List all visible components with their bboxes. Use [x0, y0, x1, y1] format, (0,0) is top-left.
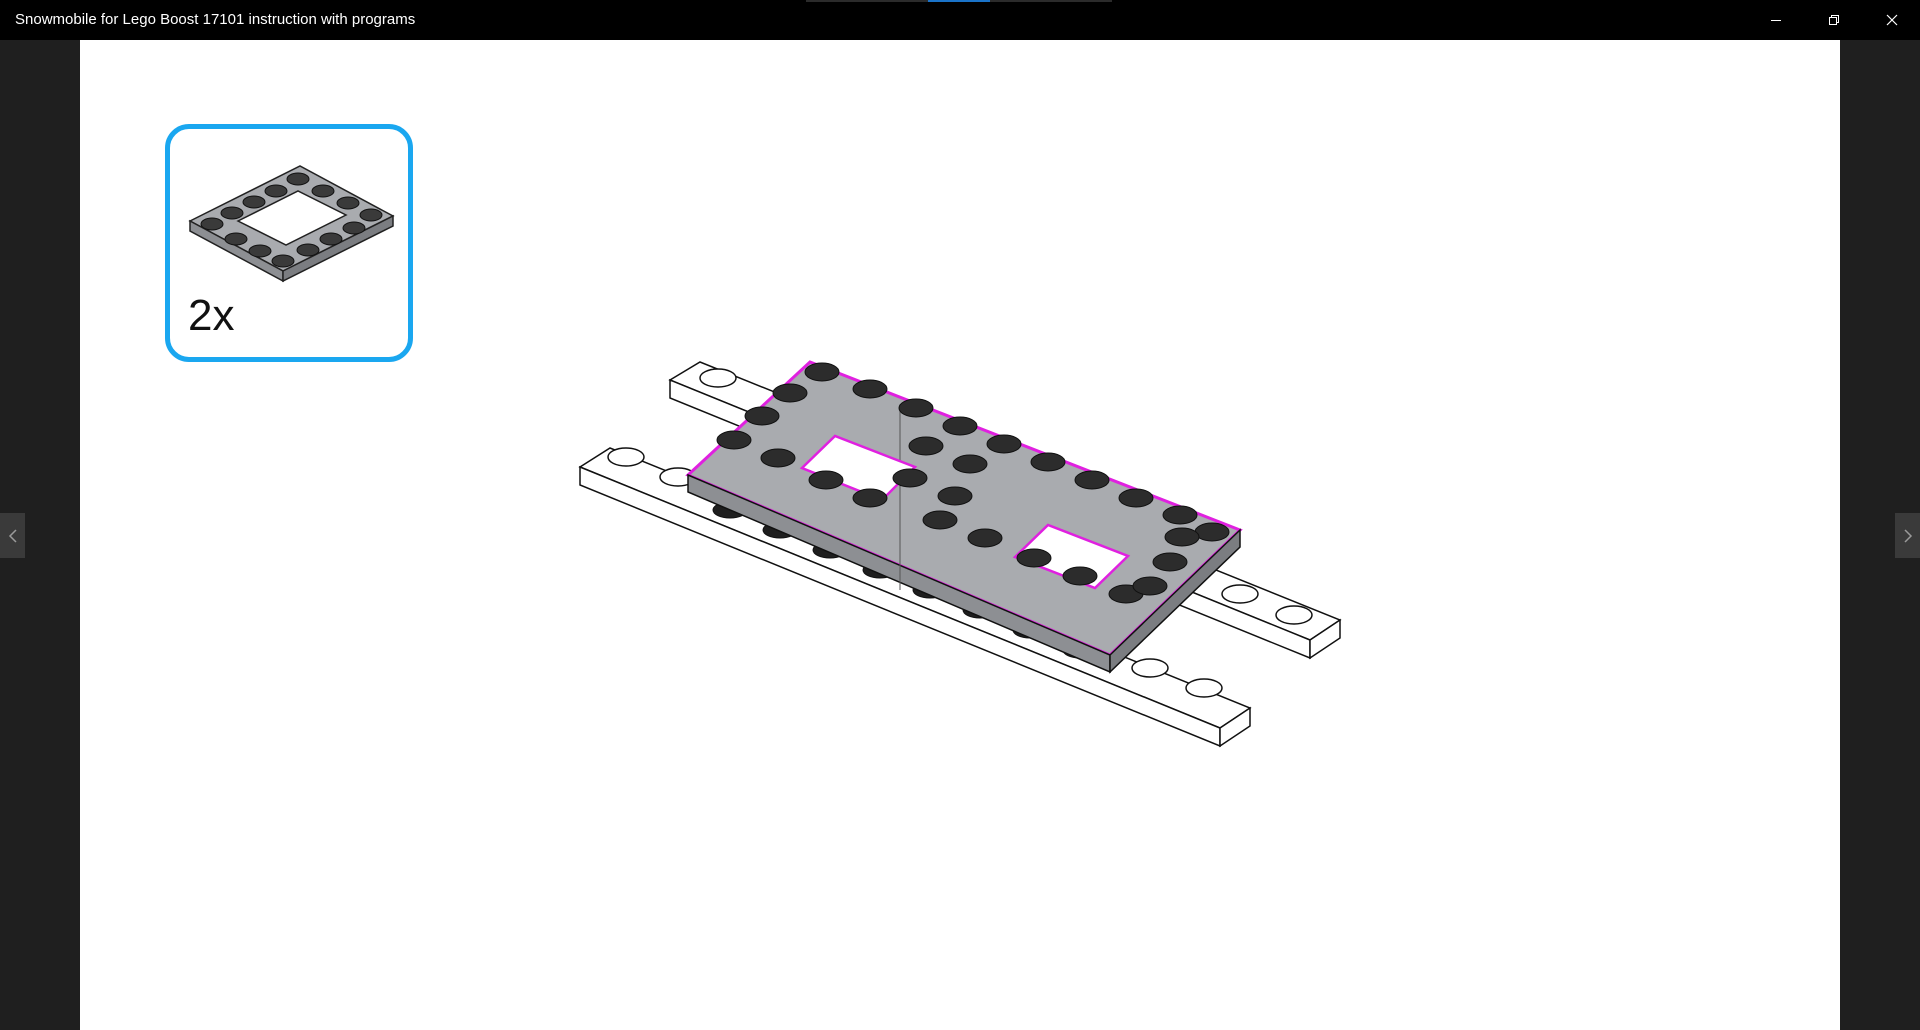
- restore-icon: [1829, 15, 1839, 25]
- minimize-icon: [1771, 20, 1781, 21]
- restore-button[interactable]: [1806, 0, 1862, 40]
- close-icon: [1886, 14, 1898, 26]
- previous-page-button[interactable]: [0, 513, 25, 558]
- assembly-illustration: [578, 360, 1342, 748]
- minimize-button[interactable]: [1748, 0, 1804, 40]
- part-quantity-label: 2x: [188, 291, 235, 340]
- chevron-left-icon: [8, 528, 17, 543]
- window-title: Snowmobile for Lego Boost 17101 instruct…: [15, 11, 416, 28]
- chevron-right-icon: [1903, 528, 1912, 543]
- next-page-button[interactable]: [1895, 513, 1920, 558]
- parts-callout: 2x: [165, 124, 413, 362]
- title-bar: Snowmobile for Lego Boost 17101 instruct…: [0, 0, 1920, 40]
- close-button[interactable]: [1864, 0, 1920, 40]
- grey-frame-plates: [685, 360, 1243, 674]
- frame-plate-part-image: [188, 165, 395, 283]
- title-bar-focus-indicator: [806, 0, 1112, 2]
